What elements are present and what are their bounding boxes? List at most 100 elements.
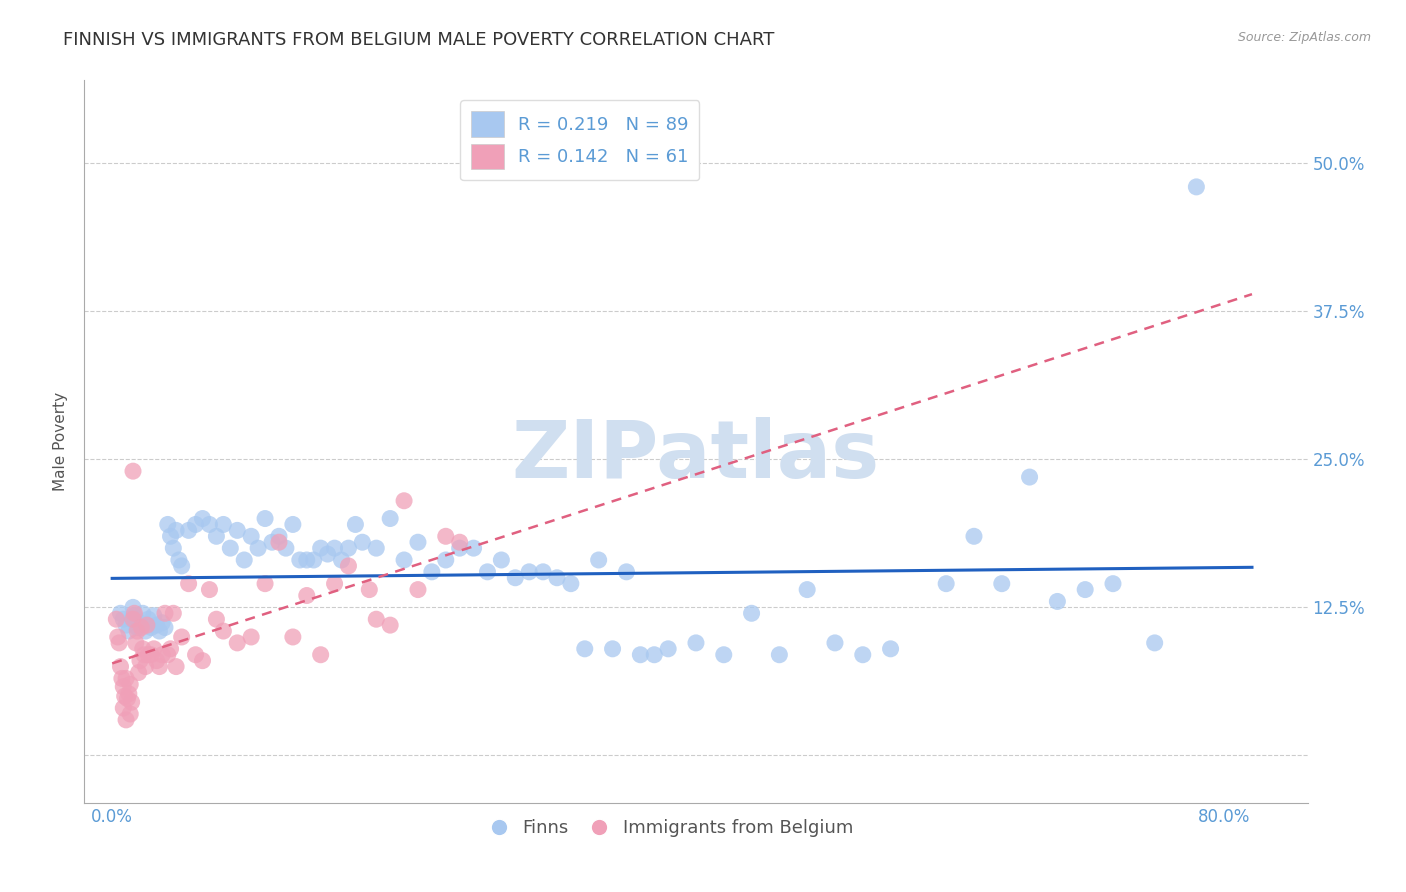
Point — [316, 547, 339, 561]
Point — [491, 553, 513, 567]
Point — [359, 582, 381, 597]
Point — [281, 517, 304, 532]
Point — [128, 665, 150, 680]
Point — [602, 641, 624, 656]
Point — [184, 517, 207, 532]
Point — [380, 511, 402, 525]
Point — [406, 535, 429, 549]
Point — [517, 565, 540, 579]
Point — [309, 541, 332, 556]
Point — [177, 524, 200, 538]
Point — [309, 648, 332, 662]
Point — [135, 624, 157, 638]
Point — [205, 529, 228, 543]
Point — [134, 648, 156, 662]
Point — [274, 541, 297, 556]
Point — [122, 600, 145, 615]
Point — [177, 576, 200, 591]
Point — [337, 558, 360, 573]
Point — [503, 571, 526, 585]
Point — [295, 553, 318, 567]
Point — [406, 582, 429, 597]
Point — [131, 620, 153, 634]
Point — [121, 695, 143, 709]
Point — [254, 511, 277, 525]
Point — [657, 641, 679, 656]
Point — [741, 607, 763, 621]
Point — [588, 553, 610, 567]
Point — [170, 630, 193, 644]
Point — [643, 648, 665, 662]
Point — [1074, 582, 1097, 597]
Point — [114, 689, 136, 703]
Point — [153, 607, 176, 621]
Point — [167, 553, 190, 567]
Point — [852, 648, 875, 662]
Point — [142, 641, 165, 656]
Point — [132, 607, 155, 621]
Point — [145, 654, 167, 668]
Point — [546, 571, 568, 585]
Point — [434, 553, 457, 567]
Point — [824, 636, 846, 650]
Point — [148, 659, 170, 673]
Point — [191, 654, 214, 668]
Point — [685, 636, 707, 650]
Point — [162, 607, 184, 621]
Point — [302, 553, 325, 567]
Legend: Finns, Immigrants from Belgium: Finns, Immigrants from Belgium — [482, 812, 860, 845]
Point — [574, 641, 596, 656]
Point — [628, 648, 651, 662]
Point — [879, 641, 901, 656]
Point — [288, 553, 311, 567]
Point — [162, 541, 184, 556]
Point — [156, 648, 179, 662]
Point — [150, 615, 173, 630]
Point — [112, 680, 135, 694]
Point — [120, 706, 142, 721]
Point — [107, 630, 129, 644]
Point — [295, 589, 318, 603]
Point — [156, 517, 179, 532]
Point — [267, 529, 290, 543]
Point — [129, 615, 152, 630]
Point — [148, 624, 170, 638]
Text: ZIPatlas: ZIPatlas — [512, 417, 880, 495]
Point — [120, 677, 142, 691]
Point — [240, 529, 263, 543]
Point — [145, 618, 167, 632]
Point — [226, 524, 249, 538]
Point — [240, 630, 263, 644]
Point — [254, 576, 277, 591]
Point — [112, 701, 135, 715]
Point — [366, 541, 388, 556]
Point — [135, 659, 157, 673]
Point — [560, 576, 582, 591]
Point — [205, 612, 228, 626]
Point — [449, 541, 471, 556]
Point — [963, 529, 986, 543]
Text: FINNISH VS IMMIGRANTS FROM BELGIUM MALE POVERTY CORRELATION CHART: FINNISH VS IMMIGRANTS FROM BELGIUM MALE … — [63, 31, 775, 49]
Point — [122, 612, 145, 626]
Point — [477, 565, 499, 579]
Point — [118, 687, 141, 701]
Point — [219, 541, 242, 556]
Point — [118, 624, 141, 638]
Point — [420, 565, 443, 579]
Point — [110, 659, 132, 673]
Point — [125, 636, 148, 650]
Point — [281, 630, 304, 644]
Point — [449, 535, 471, 549]
Point — [392, 493, 415, 508]
Point — [136, 648, 159, 662]
Point — [198, 517, 221, 532]
Point — [165, 659, 187, 673]
Point — [132, 641, 155, 656]
Point — [115, 672, 138, 686]
Point — [337, 541, 360, 556]
Point — [121, 612, 143, 626]
Point — [115, 618, 138, 632]
Point — [352, 535, 374, 549]
Point — [212, 624, 235, 638]
Point — [191, 511, 214, 525]
